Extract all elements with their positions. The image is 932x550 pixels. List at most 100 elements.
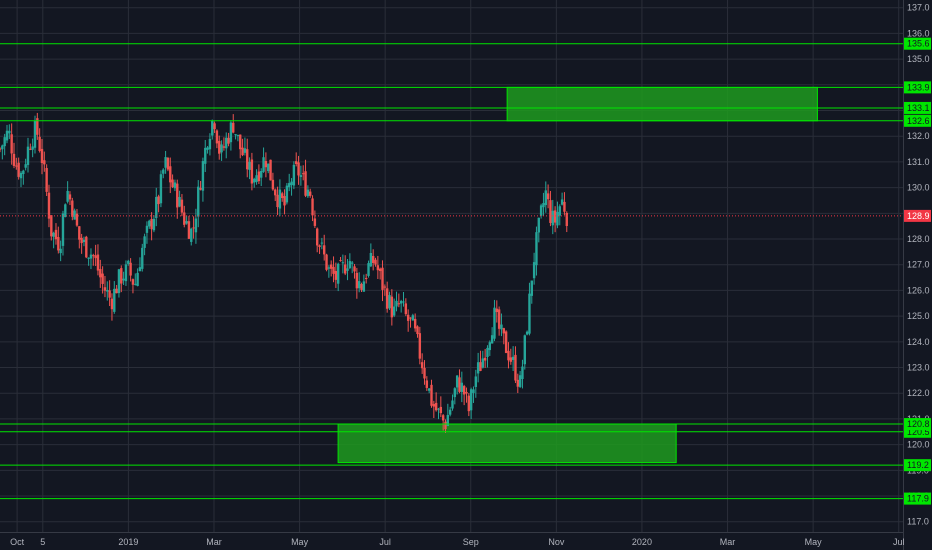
x-tick-label: Oct <box>10 537 25 547</box>
y-tick-label: 120.0 <box>907 440 930 450</box>
candle-body <box>486 347 489 357</box>
candle-body <box>243 148 247 153</box>
candle-body <box>430 384 433 406</box>
candle-body <box>50 215 53 237</box>
time-axis-background <box>0 532 903 550</box>
candle-body <box>185 221 188 224</box>
candle-body <box>141 247 144 269</box>
candle-body <box>334 270 338 280</box>
candle-body <box>101 273 104 284</box>
candle-body <box>341 262 345 264</box>
candle-body <box>479 362 482 371</box>
candle-body <box>295 161 298 164</box>
candle-body <box>40 148 44 163</box>
candle-body <box>290 181 293 186</box>
candle-body <box>19 172 23 179</box>
candle-body <box>378 268 382 272</box>
candle-body <box>124 264 128 282</box>
candle-body <box>10 134 13 154</box>
candle-body <box>211 120 214 136</box>
candle-body <box>54 229 58 240</box>
candle-body <box>472 389 475 393</box>
candle-body <box>262 157 265 172</box>
candle-body <box>73 210 76 220</box>
candle-body <box>327 267 331 269</box>
candle-body <box>36 118 39 135</box>
candle-body <box>274 189 277 196</box>
candle-body <box>99 268 102 278</box>
candle-body <box>523 335 526 365</box>
level-badge <box>904 459 931 472</box>
candle-body <box>348 261 352 269</box>
candle-body <box>488 342 492 351</box>
candle-body <box>390 296 394 318</box>
candle-body <box>38 136 41 151</box>
level-badge <box>904 114 931 127</box>
candle-body <box>106 290 109 292</box>
candle-body <box>197 186 200 217</box>
candle-body <box>201 161 205 191</box>
time-axis[interactable]: Oct 5 2019 Mar May Jul Sep Nov 2020 Mar May Jul <box>0 532 904 550</box>
candle-body <box>493 307 496 339</box>
candle-body <box>96 254 100 271</box>
candle-body <box>444 421 447 430</box>
candle-body <box>460 382 464 392</box>
candle-body <box>89 254 93 259</box>
candle-body <box>495 308 498 313</box>
level-badge <box>904 418 931 431</box>
candle-body <box>490 335 494 344</box>
candle-body <box>371 255 375 263</box>
candle-body <box>281 193 284 199</box>
candle-body <box>5 130 9 141</box>
candle-body <box>453 388 457 398</box>
candle-body <box>1 145 4 150</box>
x-tick-label: Mar <box>720 537 736 547</box>
candle-body <box>267 163 270 172</box>
candle-body <box>264 160 268 168</box>
candle-body <box>87 257 90 259</box>
candle-body <box>402 301 405 303</box>
candle-body <box>103 287 107 291</box>
candle-body <box>346 268 349 271</box>
candle-body <box>369 252 373 267</box>
level-badge-label: 119.2 <box>907 460 929 470</box>
candle-body <box>323 245 326 255</box>
candle-body <box>392 306 396 316</box>
candle-body <box>556 211 559 226</box>
last-price-badge <box>904 209 931 222</box>
candle-body <box>227 137 230 144</box>
candle-body <box>313 218 317 226</box>
candle-body <box>145 225 149 233</box>
candle-body <box>0 148 2 150</box>
candle-body <box>229 122 233 143</box>
candle-body <box>299 175 303 178</box>
candle-body <box>173 182 177 189</box>
candle-body <box>376 265 380 271</box>
candle-body <box>260 170 263 178</box>
candle-body <box>518 375 522 387</box>
candle-body <box>150 218 153 230</box>
level-badge-label: 120.8 <box>907 419 930 429</box>
candle-body <box>360 283 363 290</box>
candle-body <box>257 171 261 182</box>
candle-body <box>350 262 354 264</box>
candle-body <box>441 415 445 421</box>
candle-body <box>434 402 438 411</box>
levels-layer <box>0 43 903 500</box>
candle-body <box>250 159 254 184</box>
candle-body <box>71 200 74 217</box>
y-tick-label: 124.0 <box>907 337 930 347</box>
y-tick-label: 126.0 <box>907 285 930 295</box>
candle-body <box>325 254 328 270</box>
candle-body <box>138 267 142 272</box>
candle-body <box>131 279 135 285</box>
x-tick-label: Sep <box>463 537 479 547</box>
candle-body <box>448 409 452 415</box>
candle-body <box>388 295 391 309</box>
candle-body <box>320 242 324 244</box>
candle-body <box>8 130 11 134</box>
candle-body <box>549 200 552 223</box>
candle-body <box>343 264 347 274</box>
